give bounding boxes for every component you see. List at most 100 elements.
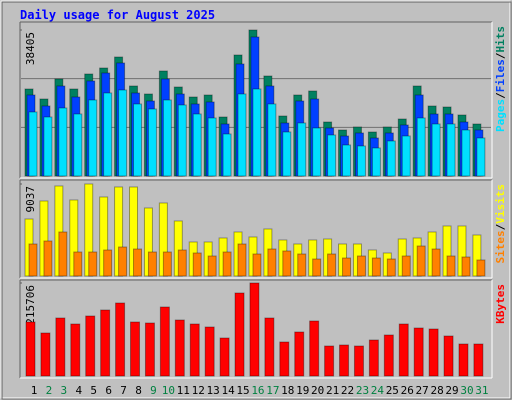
bar (147, 108, 157, 177)
x-tick-label: 15 (236, 384, 249, 397)
legend-entry: Hits (494, 26, 507, 53)
legend-separator: / (494, 92, 507, 99)
bar (55, 317, 66, 377)
bar (103, 92, 113, 177)
bar (461, 129, 471, 177)
bar (162, 99, 172, 177)
legend-entry: Visits (494, 184, 507, 224)
legend: KBytes (494, 284, 507, 324)
x-tick-label: 10 (162, 384, 175, 397)
bar (431, 123, 441, 177)
bar (401, 135, 411, 177)
y-tick-label: 1215706 (24, 285, 37, 331)
bar (118, 246, 128, 277)
bar (25, 321, 36, 377)
y-tick-label: 38405 (24, 32, 37, 65)
x-tick-label: 30 (460, 384, 473, 397)
legend-entry: KBytes (494, 284, 507, 324)
bar (267, 248, 277, 277)
x-tick-label: 3 (61, 384, 68, 397)
x-tick-label: 14 (221, 384, 235, 397)
bar (28, 243, 38, 277)
bar (413, 327, 424, 377)
bar (297, 253, 307, 277)
bar (252, 88, 262, 177)
x-tick-label: 25 (386, 384, 399, 397)
bar (88, 99, 98, 177)
chart-title: Daily usage for August 2025 (20, 8, 215, 22)
bar (207, 117, 217, 177)
bar (342, 257, 352, 277)
x-tick-label: 9 (150, 384, 157, 397)
bar (249, 282, 260, 377)
bar (267, 103, 277, 177)
bar (461, 256, 471, 277)
bar (58, 231, 68, 277)
bar (234, 292, 245, 377)
legend-separator: / (494, 223, 507, 230)
bar (282, 250, 292, 277)
y-tick-label: 9037 (24, 186, 37, 213)
bar (219, 337, 230, 377)
bar (312, 127, 322, 177)
x-tick-label: 6 (105, 384, 112, 397)
bar (192, 113, 202, 177)
bar (264, 317, 275, 377)
bar (342, 144, 352, 177)
bar (133, 248, 143, 277)
bar (147, 251, 157, 277)
bar (431, 248, 441, 277)
legend: Sites/Visits (494, 184, 507, 264)
bar (43, 240, 53, 277)
bar (309, 320, 320, 377)
bar (237, 243, 247, 277)
x-tick-label: 16 (251, 384, 264, 397)
bar (100, 309, 111, 377)
bar (386, 140, 396, 177)
x-tick-label: 5 (90, 384, 97, 397)
bar (383, 334, 394, 377)
bar (189, 323, 200, 377)
bar (279, 341, 290, 377)
bar (327, 134, 337, 177)
bar (133, 103, 143, 177)
x-tick-label: 31 (475, 384, 488, 397)
x-tick-label: 8 (135, 384, 142, 397)
x-tick-label: 13 (207, 384, 220, 397)
bar (252, 253, 262, 277)
bar (368, 339, 379, 377)
x-tick-label: 22 (341, 384, 354, 397)
bar (115, 302, 126, 377)
x-tick-label: 24 (371, 384, 385, 397)
x-tick-label: 18 (281, 384, 294, 397)
legend-entry: Sites (494, 230, 507, 263)
x-tick-label: 1 (31, 384, 38, 397)
bar (222, 133, 232, 177)
legend: Pages/Files/Hits (494, 26, 507, 132)
x-tick-label: 11 (177, 384, 190, 397)
bar (416, 117, 426, 177)
x-tick-label: 12 (192, 384, 205, 397)
x-tick-label: 7 (120, 384, 127, 397)
bar (282, 131, 292, 177)
bar (40, 332, 51, 377)
x-tick-label: 29 (445, 384, 458, 397)
bar (70, 323, 81, 377)
bar (339, 344, 350, 377)
bar (162, 251, 172, 277)
bar (356, 145, 366, 177)
bar (28, 111, 38, 177)
bar (446, 255, 456, 277)
bar (398, 323, 409, 377)
bar (237, 93, 247, 177)
bar (327, 253, 337, 277)
bar (88, 251, 98, 277)
bar (353, 345, 364, 377)
x-tick-label: 23 (356, 384, 369, 397)
bar (130, 321, 141, 377)
bar (43, 116, 53, 177)
bar (371, 147, 381, 177)
